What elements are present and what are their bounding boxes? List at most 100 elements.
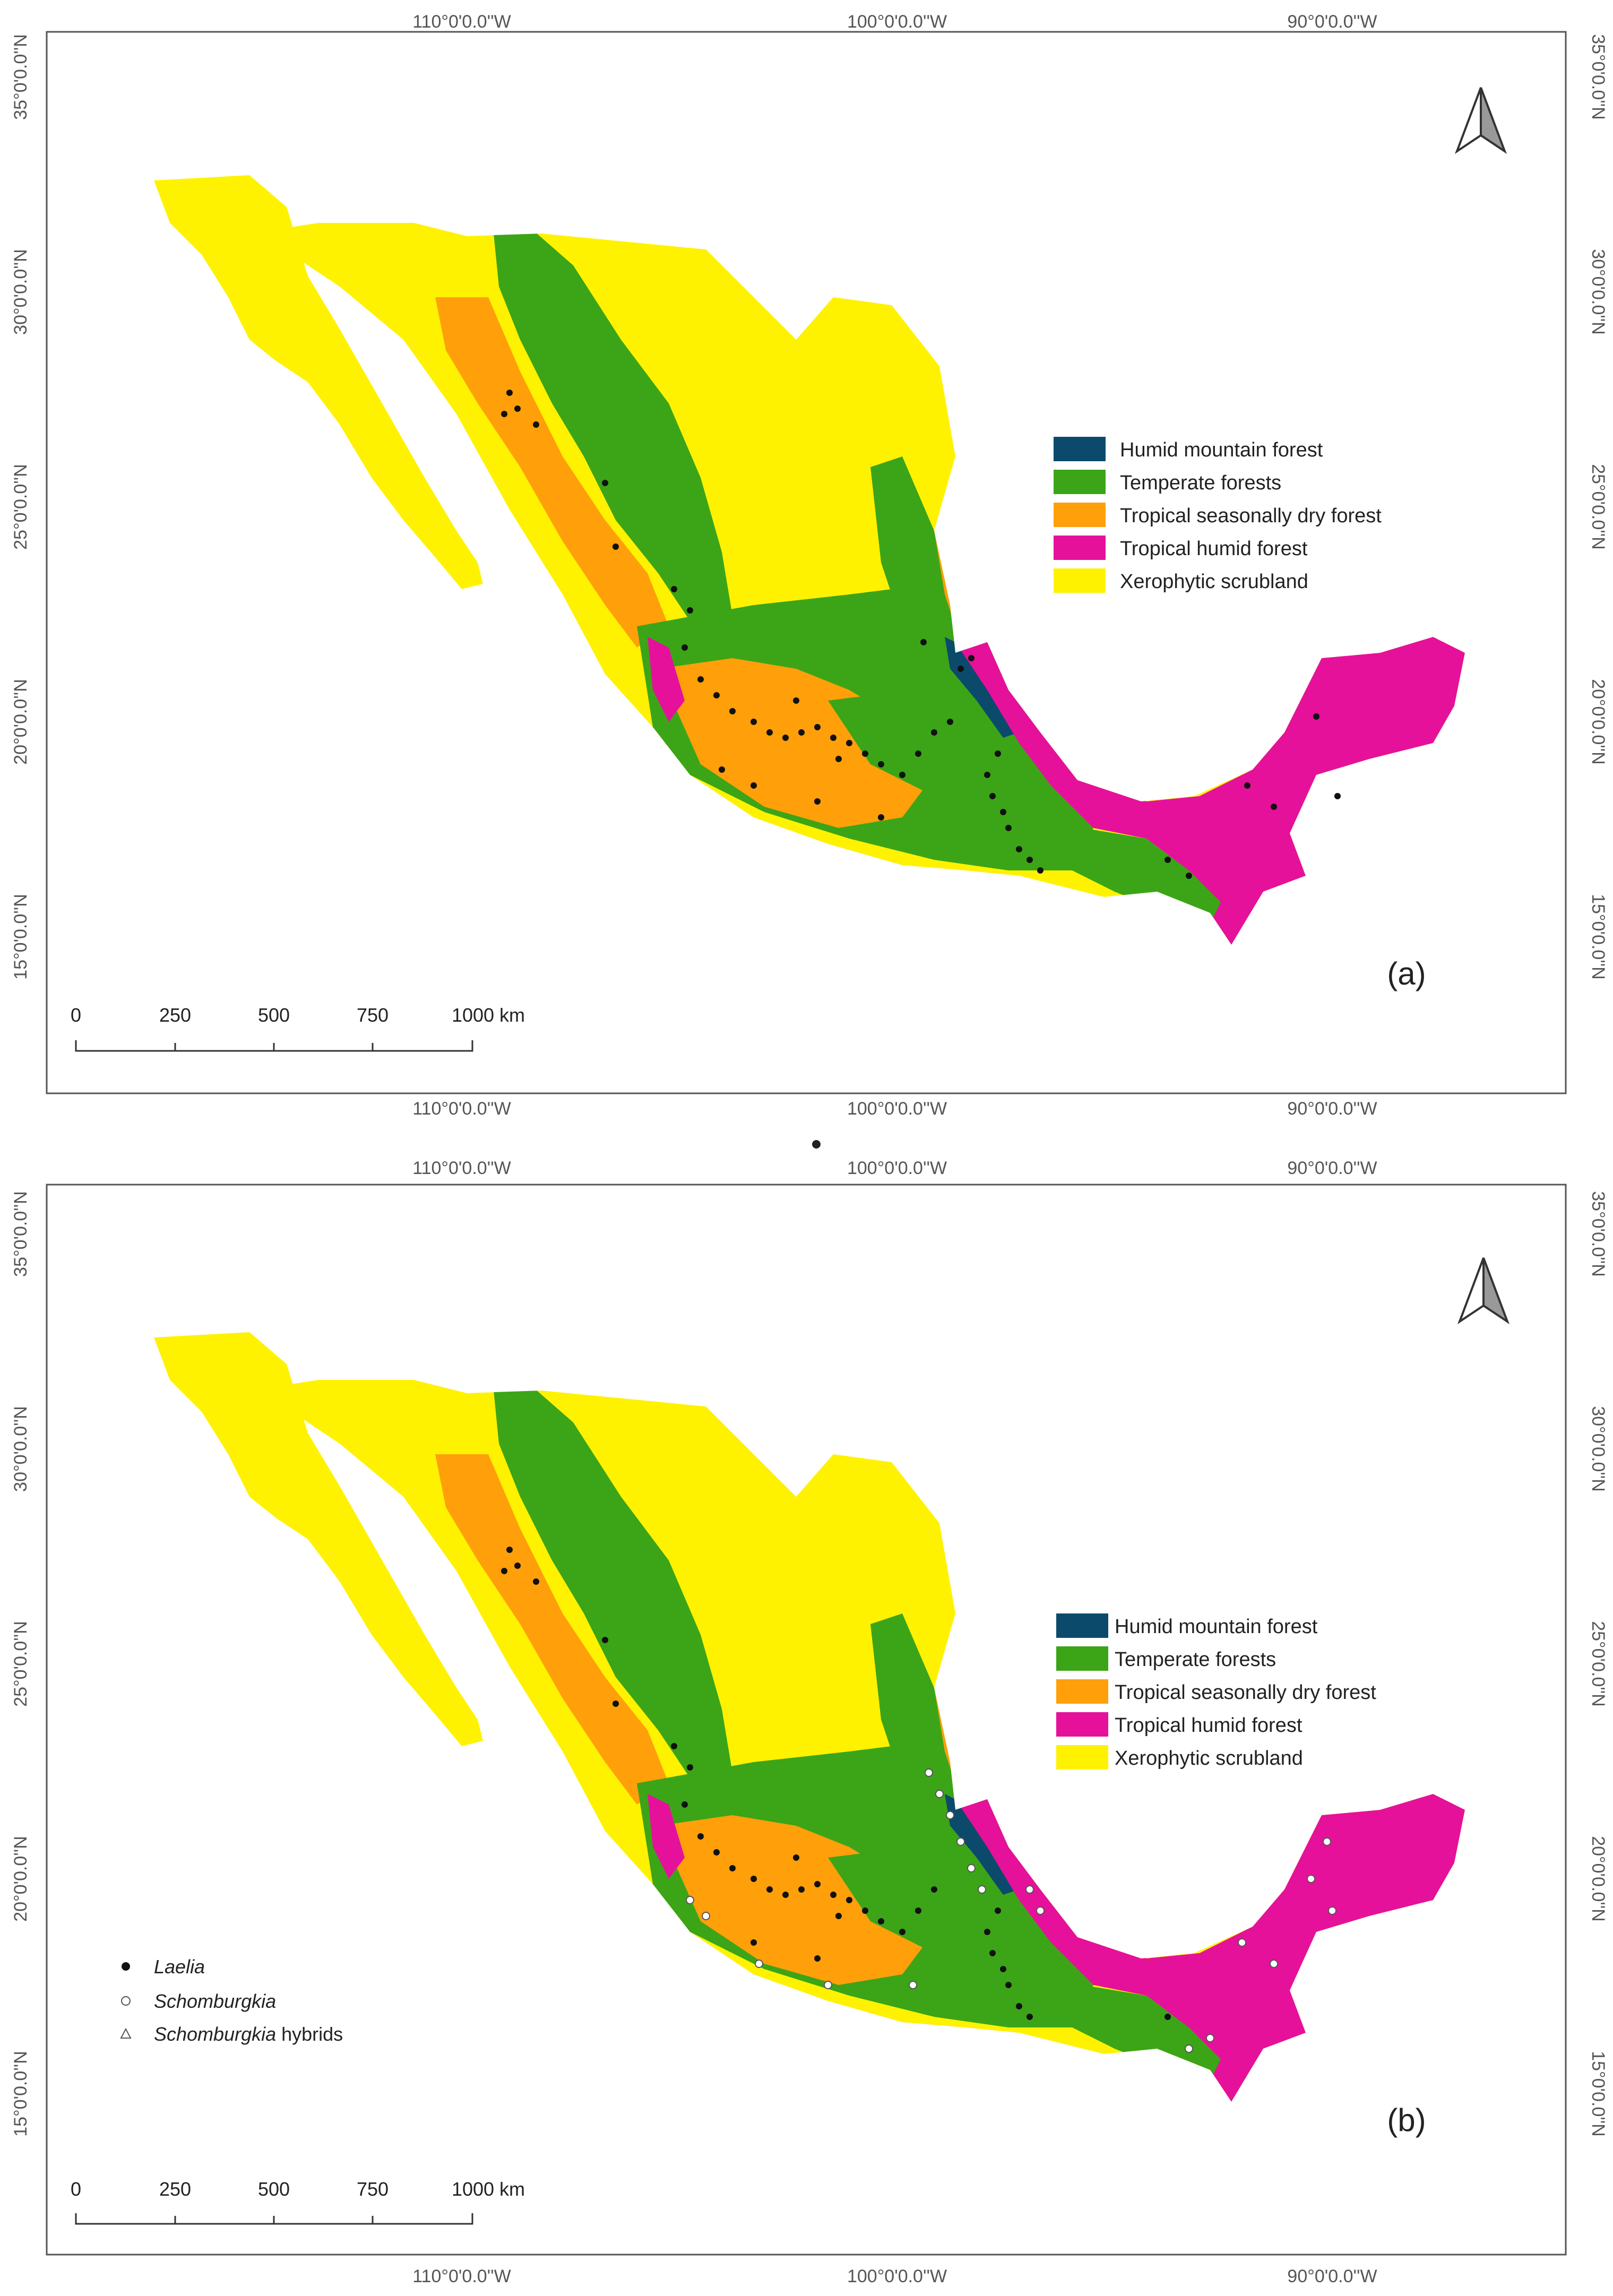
map-panel-b: 110°0'0.0''W 100°0'0.0''W 90°0'0.0''W 11… bbox=[0, 1136, 1613, 2296]
tropical-humid-region bbox=[955, 1794, 1465, 2102]
legend-label: Xerophytic scrubland bbox=[1115, 1747, 1303, 1770]
open-triangle-icon bbox=[120, 2027, 132, 2039]
scale-bar: 0 250 500 750 1000 km bbox=[71, 2178, 525, 2225]
temperate-region bbox=[870, 1613, 955, 1826]
lat-label-right: 20°0'0.0''N bbox=[1588, 679, 1608, 765]
legend-swatch-tropical-humid bbox=[1056, 1712, 1108, 1737]
lat-label-left: 15°0'0.0''N bbox=[11, 894, 31, 980]
legend-swatch-tropical-humid bbox=[1054, 536, 1106, 560]
temperate-region bbox=[1072, 828, 1221, 923]
lon-label-top: 100°0'0.0''W bbox=[847, 12, 947, 32]
baja-california-region bbox=[154, 1332, 483, 1746]
points-legend-italic: Schomburgkia bbox=[154, 1990, 276, 2012]
scale-tick-label: 0 bbox=[71, 1004, 81, 1026]
lon-label-bottom: 110°0'0.0''W bbox=[412, 2266, 511, 2286]
lat-label-right: 15°0'0.0''N bbox=[1588, 2051, 1608, 2137]
filled-circle-icon bbox=[122, 1962, 130, 1971]
lat-label-right: 20°0'0.0''N bbox=[1588, 1836, 1608, 1922]
lat-label-right: 30°0'0.0''N bbox=[1588, 249, 1608, 335]
scale-tick-label: 250 bbox=[159, 1004, 191, 1026]
scale-tick-label: 750 bbox=[357, 1004, 389, 1026]
temperate-region bbox=[494, 1385, 732, 1778]
points-legend-italic: Laelia bbox=[154, 1956, 205, 1978]
legend-label: Tropical seasonally dry forest bbox=[1120, 505, 1382, 527]
points-legend-rest: hybrids bbox=[276, 2023, 343, 2045]
separator-dot bbox=[812, 1140, 821, 1149]
lon-label-top: 100°0'0.0''W bbox=[847, 1158, 947, 1178]
legend-label: Tropical humid forest bbox=[1115, 1714, 1303, 1737]
map-b-svg: 110°0'0.0''W 100°0'0.0''W 90°0'0.0''W 11… bbox=[11, 1158, 1608, 2286]
tropical-humid-region bbox=[648, 637, 685, 722]
legend-label: Tropical seasonally dry forest bbox=[1115, 1681, 1376, 1704]
lat-label-left: 30°0'0.0''N bbox=[11, 249, 31, 335]
tropical-humid-region bbox=[955, 637, 1465, 945]
lon-label-bottom: 110°0'0.0''W bbox=[412, 1099, 511, 1119]
tropical-dry-region bbox=[435, 297, 669, 648]
lat-label-right: 35°0'0.0''N bbox=[1588, 1191, 1608, 1277]
lat-label-left: 25°0'0.0''N bbox=[11, 464, 31, 550]
legend-swatch-humid-mountain bbox=[1054, 437, 1106, 461]
tropical-humid-region bbox=[648, 1794, 685, 1879]
north-arrow-icon bbox=[1454, 87, 1507, 154]
legend-swatch-xerophytic bbox=[1056, 1745, 1108, 1770]
baja-california-region bbox=[154, 175, 483, 589]
legend-label: Humid mountain forest bbox=[1115, 1616, 1318, 1638]
points-legend: Laelia Schomburgkia Schomburgkia hybrids bbox=[120, 1956, 343, 2045]
lat-label-right: 25°0'0.0''N bbox=[1588, 464, 1608, 550]
lat-label-left: 35°0'0.0''N bbox=[11, 34, 31, 120]
temperate-region bbox=[1072, 1985, 1221, 2081]
map-a-svg: 110°0'0.0''W 100°0'0.0''W 90°0'0.0''W 11… bbox=[11, 12, 1608, 1119]
tropical-dry-region bbox=[435, 1454, 669, 1805]
points-legend-label: Schomburgkia hybrids bbox=[154, 2023, 343, 2045]
legend-swatch-humid-mountain bbox=[1056, 1613, 1108, 1638]
lat-label-right: 15°0'0.0''N bbox=[1588, 894, 1608, 980]
legend-label: Humid mountain forest bbox=[1120, 439, 1323, 461]
lat-label-left: 20°0'0.0''N bbox=[11, 1836, 31, 1922]
lat-label-right: 30°0'0.0''N bbox=[1588, 1406, 1608, 1492]
lon-label-top: 110°0'0.0''W bbox=[412, 1158, 511, 1178]
open-circle-icon bbox=[121, 1996, 131, 2006]
legend-label: Xerophytic scrubland bbox=[1120, 571, 1308, 593]
legend-label: Tropical humid forest bbox=[1120, 538, 1308, 560]
panel-label: (a) bbox=[1387, 956, 1426, 991]
legend-swatch-tropical-dry bbox=[1056, 1679, 1108, 1704]
scale-tick-label: 750 bbox=[357, 2178, 389, 2200]
scale-tick-label: 250 bbox=[159, 2178, 191, 2200]
temperate-region bbox=[494, 228, 732, 621]
laelia-points bbox=[501, 390, 1341, 879]
lon-label-bottom: 90°0'0.0''W bbox=[1287, 1099, 1377, 1119]
lat-label-right: 35°0'0.0''N bbox=[1588, 34, 1608, 120]
scale-tick-label: 500 bbox=[258, 2178, 290, 2200]
scale-tick-label: 1000 km bbox=[452, 1004, 525, 1026]
panel-label: (b) bbox=[1387, 2102, 1426, 2138]
scale-tick-label: 500 bbox=[258, 1004, 290, 1026]
points-legend-italic: Schomburgkia bbox=[154, 2023, 276, 2045]
scale-tick-label: 1000 km bbox=[452, 2178, 525, 2200]
lon-label-bottom: 100°0'0.0''W bbox=[847, 2266, 947, 2286]
schomburgkia-points bbox=[686, 1768, 1336, 2053]
temperate-region bbox=[828, 1847, 977, 1953]
lon-label-bottom: 90°0'0.0''W bbox=[1287, 2266, 1377, 2286]
temperate-region bbox=[870, 456, 955, 669]
scale-tick-label: 0 bbox=[71, 2178, 81, 2200]
humid-mountain-region bbox=[945, 637, 1019, 738]
laelia-points bbox=[501, 1547, 1171, 2020]
north-arrow-icon bbox=[1457, 1257, 1510, 1325]
lat-label-left: 35°0'0.0''N bbox=[11, 1191, 31, 1277]
legend-swatch-temperate bbox=[1054, 470, 1106, 494]
points-legend-label: Schomburgkia bbox=[154, 1990, 276, 2012]
lon-label-top: 90°0'0.0''W bbox=[1287, 1158, 1377, 1178]
lon-label-top: 90°0'0.0''W bbox=[1287, 12, 1377, 32]
humid-mountain-region bbox=[945, 1794, 1019, 1895]
legend: Humid mountain forest Temperate forests … bbox=[1054, 437, 1382, 593]
legend-swatch-xerophytic bbox=[1054, 568, 1106, 593]
lat-label-left: 15°0'0.0''N bbox=[11, 2051, 31, 2137]
lat-label-left: 30°0'0.0''N bbox=[11, 1406, 31, 1492]
temperate-region bbox=[828, 690, 977, 796]
lat-label-left: 25°0'0.0''N bbox=[11, 1621, 31, 1707]
points-legend-label: Laelia bbox=[154, 1956, 205, 1978]
lon-label-bottom: 100°0'0.0''W bbox=[847, 1099, 947, 1119]
map-panel-a: 110°0'0.0''W 100°0'0.0''W 90°0'0.0''W 11… bbox=[0, 0, 1613, 1136]
legend-label: Temperate forests bbox=[1120, 472, 1281, 494]
scale-bar: 0 250 500 750 1000 km bbox=[71, 1004, 525, 1052]
